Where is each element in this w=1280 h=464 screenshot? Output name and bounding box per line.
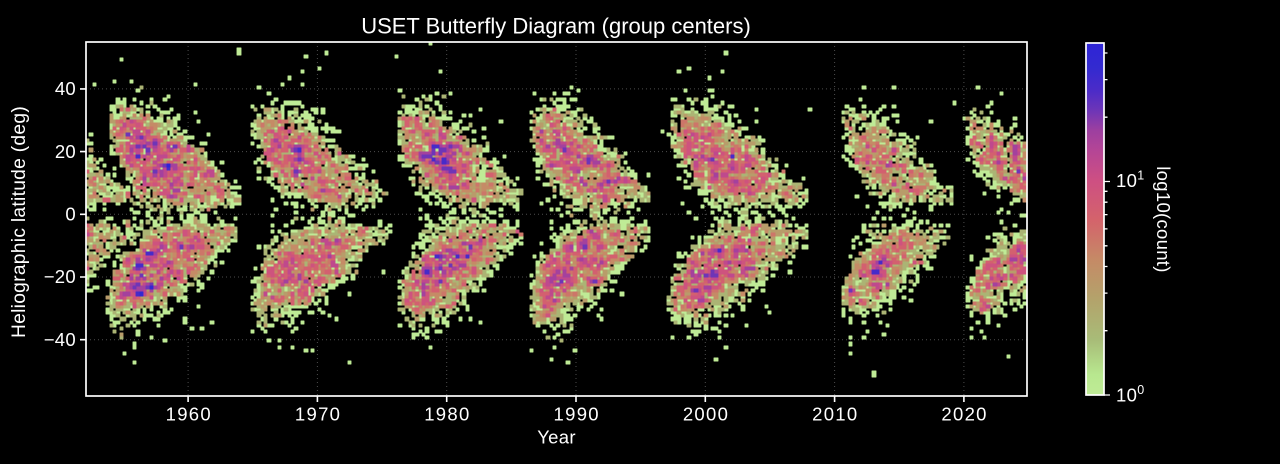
svg-text:1960: 1960: [166, 404, 212, 425]
svg-text:2000: 2000: [683, 404, 729, 425]
svg-text:0: 0: [65, 204, 76, 225]
svg-text:−20: −20: [44, 266, 76, 287]
svg-text:1980: 1980: [424, 404, 470, 425]
svg-text:40: 40: [55, 78, 76, 99]
svg-text:1970: 1970: [295, 404, 341, 425]
svg-text:2020: 2020: [941, 404, 987, 425]
svg-text:101: 101: [1116, 169, 1144, 192]
svg-text:Year: Year: [537, 427, 576, 448]
svg-text:Heliographic latitude (deg): Heliographic latitude (deg): [9, 106, 30, 338]
svg-text:USET Butterfly Diagram (group: USET Butterfly Diagram (group centers): [361, 14, 751, 39]
svg-text:log10(count): log10(count): [1153, 166, 1174, 272]
svg-text:2010: 2010: [812, 404, 858, 425]
svg-text:1990: 1990: [554, 404, 600, 425]
svg-text:−40: −40: [44, 329, 76, 350]
svg-text:20: 20: [55, 141, 76, 162]
svg-text:100: 100: [1116, 383, 1144, 406]
